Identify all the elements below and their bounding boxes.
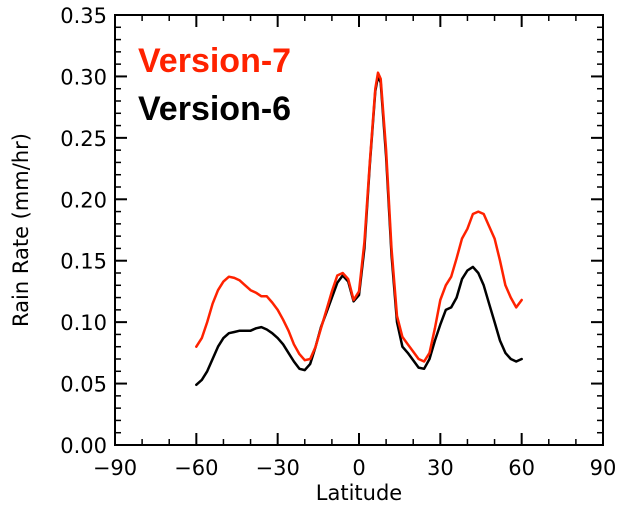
x-axis-label: Latitude xyxy=(316,481,402,505)
plot-frame xyxy=(114,14,604,446)
x-tick-label: −60 xyxy=(174,456,218,480)
y-tick-label: 0.30 xyxy=(60,65,107,89)
y-tick-label: 0.35 xyxy=(60,4,107,28)
legend: Version-7 Version-6 xyxy=(138,42,291,128)
y-axis-label: Rain Rate (mm/hr) xyxy=(9,133,33,327)
x-tick-label: 30 xyxy=(427,456,454,480)
x-tick-label: −30 xyxy=(256,456,300,480)
tick-labels: −90 −60 −30 0 30 60 90 0.00 0.05 0.10 0.15 0.20 0.25… xyxy=(60,4,616,480)
y-tick-label: 0.10 xyxy=(60,311,107,335)
x-tick-label: 90 xyxy=(590,456,617,480)
x-tick-label: 60 xyxy=(508,456,535,480)
legend-entry-version-6: Version-6 xyxy=(138,90,291,128)
x-tick-label: 0 xyxy=(352,456,365,480)
series-lines xyxy=(195,71,523,387)
legend-entry-version-7: Version-7 xyxy=(138,42,291,80)
series-line-version-7 xyxy=(195,71,523,363)
y-tick-label: 0.05 xyxy=(60,373,107,397)
y-tick-label: 0.15 xyxy=(60,250,107,274)
y-tick-label: 0.20 xyxy=(60,188,107,212)
y-tick-label: 0.25 xyxy=(60,127,107,151)
x-tick-label: −90 xyxy=(93,456,137,480)
y-tick-label: 0.00 xyxy=(60,434,107,458)
